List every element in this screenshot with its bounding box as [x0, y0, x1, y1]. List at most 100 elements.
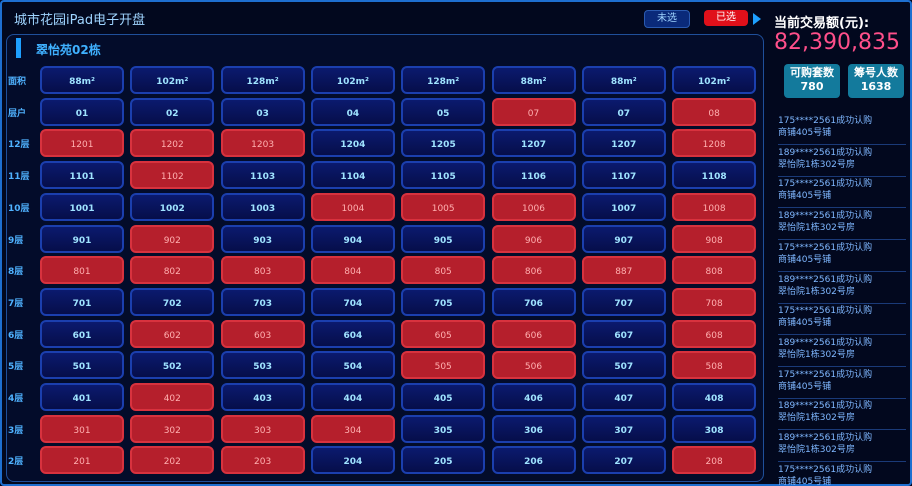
- unit-cell[interactable]: 1203: [220, 129, 305, 158]
- unit-cell[interactable]: 1002: [130, 192, 215, 221]
- unit-cell[interactable]: 1005: [401, 192, 486, 221]
- unit-cell[interactable]: 406: [491, 383, 576, 411]
- unit-cell[interactable]: 806: [491, 256, 576, 285]
- unit-cell[interactable]: 403: [220, 383, 305, 411]
- unit-cell[interactable]: 07: [491, 97, 576, 126]
- unit-cell[interactable]: 03: [220, 97, 305, 126]
- unit-cell[interactable]: 907: [581, 224, 666, 253]
- unit-cell[interactable]: 102m²: [672, 66, 757, 94]
- unit-cell[interactable]: 206: [491, 446, 576, 475]
- unit-cell[interactable]: 208: [672, 446, 757, 475]
- unit-cell[interactable]: 1204: [310, 129, 395, 158]
- unit-cell[interactable]: 902: [130, 224, 215, 253]
- unit-cell[interactable]: 1105: [401, 161, 486, 190]
- unit-cell[interactable]: 1201: [40, 129, 124, 158]
- unit-cell[interactable]: 804: [310, 256, 395, 285]
- unit-cell[interactable]: 1103: [220, 161, 305, 190]
- unit-cell[interactable]: 05: [401, 97, 486, 126]
- unit-cell[interactable]: 1007: [581, 192, 666, 221]
- unit-cell[interactable]: 02: [130, 97, 215, 126]
- unit-cell[interactable]: 801: [40, 256, 124, 285]
- unit-cell[interactable]: 908: [672, 224, 757, 253]
- unit-cell[interactable]: 607: [581, 319, 666, 348]
- unit-cell[interactable]: 1205: [401, 129, 486, 158]
- unit-cell[interactable]: 604: [310, 319, 395, 348]
- unit-cell[interactable]: 1102: [130, 161, 215, 190]
- unit-cell[interactable]: 601: [40, 319, 124, 348]
- unit-cell[interactable]: 401: [40, 383, 124, 411]
- unit-cell[interactable]: 903: [220, 224, 305, 253]
- unit-cell[interactable]: 887: [581, 256, 666, 285]
- unit-cell[interactable]: 88m²: [581, 66, 666, 94]
- unit-cell[interactable]: 301: [40, 414, 124, 443]
- unit-cell[interactable]: 906: [491, 224, 576, 253]
- unit-cell[interactable]: 701: [40, 287, 124, 316]
- unit-cell[interactable]: 605: [401, 319, 486, 348]
- unit-cell[interactable]: 703: [220, 287, 305, 316]
- unit-cell[interactable]: 01: [40, 97, 124, 126]
- unit-cell[interactable]: 1003: [220, 192, 305, 221]
- unit-cell[interactable]: 201: [40, 446, 124, 475]
- unit-cell[interactable]: 507: [581, 351, 666, 380]
- legend-selected[interactable]: 已选: [704, 10, 748, 26]
- unit-cell[interactable]: 1008: [672, 192, 757, 221]
- unit-cell[interactable]: 302: [130, 414, 215, 443]
- unit-cell[interactable]: 708: [672, 287, 757, 316]
- unit-cell[interactable]: 202: [130, 446, 215, 475]
- unit-cell[interactable]: 1207: [491, 129, 576, 158]
- unit-cell[interactable]: 102m²: [130, 66, 215, 94]
- unit-cell[interactable]: 905: [401, 224, 486, 253]
- unit-cell[interactable]: 1006: [491, 192, 576, 221]
- unit-cell[interactable]: 802: [130, 256, 215, 285]
- unit-cell[interactable]: 508: [672, 351, 757, 380]
- unit-cell[interactable]: 128m²: [220, 66, 305, 94]
- unit-cell[interactable]: 606: [491, 319, 576, 348]
- unit-cell[interactable]: 901: [40, 224, 124, 253]
- unit-cell[interactable]: 706: [491, 287, 576, 316]
- unit-cell[interactable]: 304: [310, 414, 395, 443]
- unit-cell[interactable]: 904: [310, 224, 395, 253]
- unit-cell[interactable]: 1001: [40, 192, 124, 221]
- unit-cell[interactable]: 307: [581, 414, 666, 443]
- unit-cell[interactable]: 1208: [672, 129, 757, 158]
- unit-cell[interactable]: 707: [581, 287, 666, 316]
- unit-cell[interactable]: 808: [672, 256, 757, 285]
- unit-cell[interactable]: 08: [672, 97, 757, 126]
- unit-cell[interactable]: 1207: [581, 129, 666, 158]
- unit-cell[interactable]: 408: [672, 383, 757, 411]
- unit-cell[interactable]: 407: [581, 383, 666, 411]
- unit-cell[interactable]: 102m²: [310, 66, 395, 94]
- unit-cell[interactable]: 04: [310, 97, 395, 126]
- unit-cell[interactable]: 505: [401, 351, 486, 380]
- unit-cell[interactable]: 506: [491, 351, 576, 380]
- unit-cell[interactable]: 1106: [491, 161, 576, 190]
- unit-cell[interactable]: 205: [401, 446, 486, 475]
- unit-cell[interactable]: 305: [401, 414, 486, 443]
- unit-cell[interactable]: 608: [672, 319, 757, 348]
- unit-cell[interactable]: 07: [581, 97, 666, 126]
- unit-cell[interactable]: 805: [401, 256, 486, 285]
- unit-cell[interactable]: 1004: [310, 192, 395, 221]
- unit-cell[interactable]: 503: [220, 351, 305, 380]
- unit-cell[interactable]: 1104: [310, 161, 395, 190]
- unit-cell[interactable]: 1107: [581, 161, 666, 190]
- unit-cell[interactable]: 705: [401, 287, 486, 316]
- unit-cell[interactable]: 402: [130, 383, 215, 411]
- unit-cell[interactable]: 306: [491, 414, 576, 443]
- unit-cell[interactable]: 501: [40, 351, 124, 380]
- unit-cell[interactable]: 128m²: [401, 66, 486, 94]
- unit-cell[interactable]: 702: [130, 287, 215, 316]
- unit-cell[interactable]: 207: [581, 446, 666, 475]
- unit-cell[interactable]: 1202: [130, 129, 215, 158]
- unit-cell[interactable]: 88m²: [40, 66, 124, 94]
- unit-cell[interactable]: 204: [310, 446, 395, 475]
- unit-cell[interactable]: 203: [220, 446, 305, 475]
- unit-cell[interactable]: 405: [401, 383, 486, 411]
- unit-cell[interactable]: 88m²: [491, 66, 576, 94]
- unit-cell[interactable]: 404: [310, 383, 395, 411]
- unit-cell[interactable]: 704: [310, 287, 395, 316]
- unit-cell[interactable]: 502: [130, 351, 215, 380]
- unit-cell[interactable]: 603: [220, 319, 305, 348]
- unit-cell[interactable]: 1108: [672, 161, 757, 190]
- unit-cell[interactable]: 803: [220, 256, 305, 285]
